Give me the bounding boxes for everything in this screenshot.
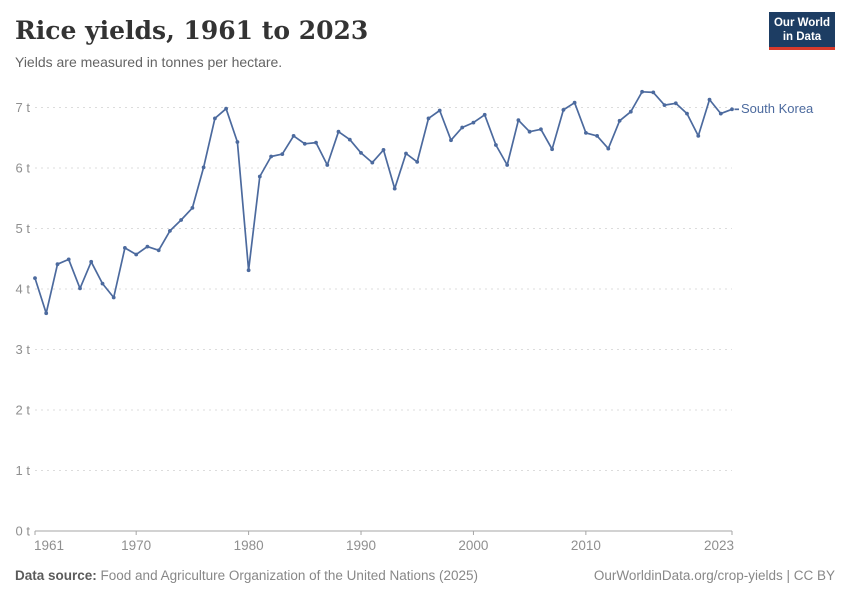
data-point-marker[interactable] <box>359 151 363 155</box>
data-point-marker[interactable] <box>516 118 521 123</box>
data-point-marker[interactable] <box>561 108 566 112</box>
data-point-marker[interactable] <box>449 138 453 143</box>
data-point-marker[interactable] <box>55 262 60 267</box>
data-point-marker[interactable] <box>156 248 161 253</box>
data-point-marker[interactable] <box>527 129 532 134</box>
chart-footer: Data source: Food and Agriculture Organi… <box>15 568 835 583</box>
data-point-marker[interactable] <box>123 246 127 250</box>
data-point-marker[interactable] <box>78 286 82 291</box>
chart-subtitle: Yields are measured in tonnes per hectar… <box>15 54 283 70</box>
data-point-marker[interactable] <box>606 146 611 151</box>
data-point-marker[interactable] <box>44 311 49 316</box>
data-point-marker[interactable] <box>494 143 498 147</box>
x-tick-label: 2000 <box>458 538 488 553</box>
data-point-marker[interactable] <box>471 120 476 125</box>
x-tick-label: 1980 <box>234 538 264 553</box>
data-point-marker[interactable] <box>224 106 229 111</box>
data-point-marker[interactable] <box>89 259 94 264</box>
y-tick-label: 3 t <box>16 342 31 357</box>
x-tick-label: 2010 <box>571 538 601 553</box>
credit-link[interactable]: OurWorldinData.org/crop-yields | CC BY <box>593 568 835 583</box>
data-point-marker[interactable] <box>707 97 712 102</box>
owid-logo-text-line1: Our World <box>773 17 830 29</box>
data-point-marker[interactable] <box>213 116 217 121</box>
y-tick-label: 1 t <box>16 463 31 478</box>
data-point-marker[interactable] <box>190 206 195 210</box>
data-point-marker[interactable] <box>246 268 251 273</box>
data-point-marker[interactable] <box>145 244 150 249</box>
data-source-text: Food and Agriculture Organization of the… <box>96 568 479 583</box>
data-point-marker[interactable] <box>291 134 296 138</box>
data-point-marker[interactable] <box>460 125 465 130</box>
data-point-marker[interactable] <box>628 109 633 114</box>
data-point-marker[interactable] <box>437 108 442 113</box>
owid-logo-text-line2: in Data <box>782 31 822 43</box>
data-point-marker[interactable] <box>673 101 678 106</box>
data-point-marker[interactable] <box>111 295 116 300</box>
data-point-marker[interactable] <box>336 129 341 134</box>
data-point-marker[interactable] <box>640 89 644 94</box>
data-point-marker[interactable] <box>505 163 510 167</box>
data-point-marker[interactable] <box>235 140 240 144</box>
data-point-marker[interactable] <box>685 111 689 116</box>
y-tick-label: 4 t <box>16 282 31 297</box>
data-point-marker[interactable] <box>651 90 656 95</box>
data-point-marker[interactable] <box>33 276 37 280</box>
data-point-marker[interactable] <box>404 151 408 156</box>
data-point-marker[interactable] <box>168 229 172 233</box>
data-point-marker[interactable] <box>718 111 723 116</box>
data-point-marker[interactable] <box>201 165 206 170</box>
data-point-marker[interactable] <box>314 140 318 145</box>
x-tick-label: 1990 <box>346 538 376 553</box>
data-point-marker[interactable] <box>280 152 285 157</box>
data-point-marker[interactable] <box>415 160 420 164</box>
data-point-marker[interactable] <box>179 218 184 222</box>
data-point-marker[interactable] <box>617 118 622 123</box>
data-point-marker[interactable] <box>302 141 307 146</box>
owid-logo[interactable]: Our World in Data <box>769 12 835 50</box>
data-point-marker[interactable] <box>381 148 386 152</box>
data-point-marker[interactable] <box>550 147 554 152</box>
data-point-marker[interactable] <box>370 160 375 165</box>
data-point-marker[interactable] <box>66 257 71 262</box>
data-point-marker[interactable] <box>662 103 667 107</box>
x-tick-label: 1970 <box>121 538 151 553</box>
data-point-marker[interactable] <box>134 252 139 257</box>
data-source-note: Data source: Food and Agriculture Organi… <box>15 568 478 583</box>
y-tick-label: 7 t <box>16 100 31 115</box>
data-point-marker[interactable] <box>426 116 431 121</box>
data-point-marker[interactable] <box>392 186 397 191</box>
series-label[interactable]: South Korea <box>741 100 814 116</box>
y-tick-label: 5 t <box>16 221 31 236</box>
data-point-marker[interactable] <box>584 131 588 135</box>
data-point-marker[interactable] <box>100 281 105 286</box>
data-point-marker[interactable] <box>572 100 577 105</box>
chart-title: Rice yields, 1961 to 2023 <box>15 16 369 45</box>
data-point-marker[interactable] <box>696 134 701 138</box>
data-point-marker[interactable] <box>257 174 262 179</box>
x-tick-label: 1961 <box>34 538 64 553</box>
x-tick-label: 2023 <box>704 538 734 553</box>
data-point-marker[interactable] <box>730 107 734 112</box>
data-point-marker[interactable] <box>347 137 352 142</box>
y-tick-label: 2 t <box>16 403 31 418</box>
data-point-marker[interactable] <box>325 163 330 167</box>
data-source-label: Data source: <box>15 568 97 583</box>
data-point-marker[interactable] <box>482 112 487 117</box>
data-point-marker[interactable] <box>269 154 273 159</box>
y-tick-label: 6 t <box>16 161 31 176</box>
data-point-marker[interactable] <box>595 134 599 138</box>
series-line[interactable] <box>34 90 733 315</box>
y-tick-label: 0 t <box>16 524 31 539</box>
data-point-marker[interactable] <box>539 127 543 132</box>
